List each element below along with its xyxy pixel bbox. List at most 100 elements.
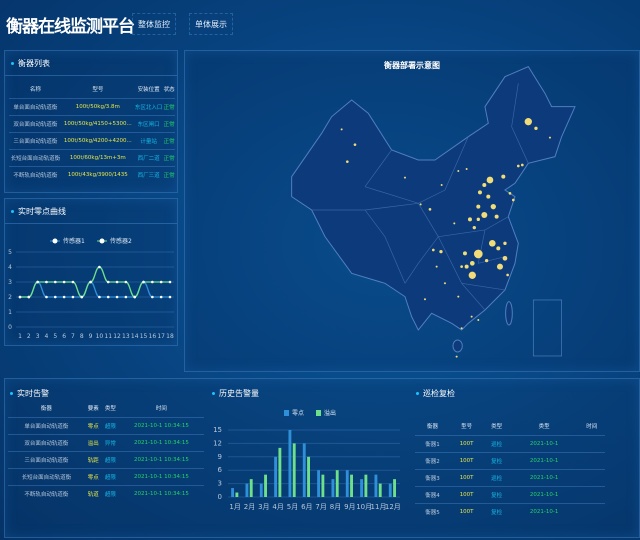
data-point (124, 295, 128, 299)
x-tick-label: 1月 (229, 503, 240, 511)
table-row[interactable]: 双台面自动轨道衡 100t/50kg/4150+5300... 东区闸口 正常 (9, 114, 175, 132)
table-row[interactable]: 不断轨自动轨道衡 轨道 超限 2021-10-1 10:34:15 (8, 484, 204, 502)
bar-zero (374, 474, 378, 497)
nav-single-display[interactable]: 单体展示 (189, 13, 233, 35)
cell: 零点 (84, 467, 102, 485)
deployment-dot (506, 273, 509, 277)
cell: 西厂三道 (133, 165, 164, 183)
cell: 100T (449, 468, 484, 486)
table-row[interactable]: 三台面自动轨道衡 100t/50kg/4200+4200... 计量站 正常 (9, 131, 175, 149)
table-row[interactable]: 衡器2 100T 复检 2021-10-1 (415, 451, 605, 469)
nav-overall-monitor[interactable]: 整体监控 (132, 13, 176, 35)
data-point (80, 295, 84, 299)
deployment-dot (462, 251, 467, 256)
bar-zero (331, 479, 335, 497)
data-point (98, 265, 101, 269)
table-row[interactable]: 衡器4 100T 复检 2021-10-1 (415, 485, 605, 503)
deployment-dot (470, 315, 473, 318)
bullet-icon (416, 392, 419, 395)
table-row[interactable]: 长短台面自动轨道衡 零点 超限 2021-10-1 10:34:15 (8, 467, 204, 485)
cell: 巡检 (483, 468, 510, 486)
cell: 2021-10-1 10:34:15 (118, 416, 204, 434)
table-row[interactable]: 衡器3 100T 巡检 2021-10-1 (415, 468, 605, 486)
china-outline (291, 66, 576, 331)
col-time: 时间 (155, 406, 167, 413)
x-tick-label: 2 (27, 333, 31, 340)
cell: 三台面自动轨道衡 (8, 450, 85, 468)
x-tick-label: 8月 (330, 503, 341, 511)
table-row[interactable]: 衡器5 100T 复检 2021-10-1 (415, 502, 605, 520)
deployment-dot (501, 174, 506, 179)
cell: 超限 (101, 484, 119, 502)
deployment-dot (496, 263, 503, 270)
x-tick-label: 6 (62, 333, 66, 340)
bar-zero (317, 470, 321, 497)
deployment-dot (472, 225, 476, 230)
col-model: 型号 (92, 87, 104, 94)
cell: 100T (449, 434, 484, 452)
x-tick-label: 17 (157, 333, 165, 340)
data-point (142, 280, 145, 284)
y-tick-label: 0 (8, 324, 12, 331)
bar-zero (302, 443, 306, 497)
cell: 2021-10-1 (509, 468, 579, 486)
x-tick-label: 9 (89, 333, 93, 340)
table-row[interactable]: 不断轨自动轨道衡 100t/43kg/3900/1435 西厂三道 正常 (9, 165, 175, 183)
panel-title: 历史告警量 (219, 389, 259, 398)
cell: 衡器4 (415, 485, 450, 503)
cell: 正常 (163, 114, 175, 132)
x-tick-label: 15 (140, 333, 148, 340)
bar-zero (259, 483, 263, 497)
cell: 东区闸口 (133, 114, 164, 132)
history-header: 历史告警量 (206, 388, 259, 399)
table-row[interactable]: 长短台面自动轨道衡 100t/60kg/13m+3m 西厂二道 正常 (9, 148, 175, 166)
table-row[interactable]: 三台面自动轨道衡 轨距 超限 2021-10-1 10:34:15 (8, 450, 204, 468)
deployment-dot (494, 214, 499, 219)
data-point (159, 280, 163, 284)
data-point (62, 280, 66, 284)
table-row[interactable]: 衡器1 100T 巡检 2021-10-1 (415, 434, 605, 452)
cell: 衡器3 (415, 468, 450, 486)
x-tick-label: 13 (122, 333, 130, 340)
device-list-panel: 衡器列表 名称 型号 安装位置 状态 单台面自动轨道衡 100t/50kg/3.8m 东区… (4, 50, 178, 193)
table-row[interactable]: 单台面自动轨道衡 零点 超限 2021-10-1 10:34:15 (8, 416, 204, 434)
deployment-dot (460, 327, 463, 330)
data-point (151, 280, 154, 284)
data-point (62, 295, 66, 299)
y-tick-label: 3 (218, 480, 222, 488)
data-point (36, 280, 39, 284)
deployment-dot (548, 136, 551, 139)
deployment-dot (340, 128, 343, 131)
alarms-header: 实时告警 (4, 388, 49, 399)
bar-zero (288, 430, 292, 497)
table-row[interactable]: 双台面自动轨道衡 溢出 异常 2021-10-1 10:34:15 (8, 433, 204, 451)
deployment-dot (490, 203, 496, 210)
table-row[interactable]: 单台面自动轨道衡 100t/50kg/3.8m 东区北入口 正常 (9, 97, 175, 115)
legend-label: 传感器1 (63, 237, 85, 245)
bullet-icon (11, 209, 14, 213)
cell: 溢出 (84, 433, 102, 451)
cell: 零点 (84, 416, 102, 434)
data-point (106, 280, 110, 284)
data-point (106, 295, 110, 299)
cell: 衡器5 (415, 502, 450, 520)
data-point (89, 280, 92, 284)
cell: 2021-10-1 10:34:15 (118, 450, 204, 468)
deployment-dot (345, 160, 349, 163)
cell: 100T (449, 485, 484, 503)
panel-title: 巡检复检 (423, 389, 455, 398)
cell: 轨道 (84, 484, 102, 502)
deployment-dot (469, 260, 475, 266)
panel-title: 实时零点曲线 (18, 206, 66, 216)
x-tick-label: 10月 (356, 503, 372, 511)
bar-overflow (321, 474, 325, 497)
zero-curve-header: 实时零点曲线 (5, 199, 177, 224)
bullet-icon (11, 61, 14, 65)
cell: 双台面自动轨道衡 (8, 433, 85, 451)
cell: 正常 (163, 165, 175, 183)
bar-overflow (307, 456, 310, 497)
x-tick-label: 4 (45, 333, 49, 340)
deployment-dot (439, 249, 443, 254)
